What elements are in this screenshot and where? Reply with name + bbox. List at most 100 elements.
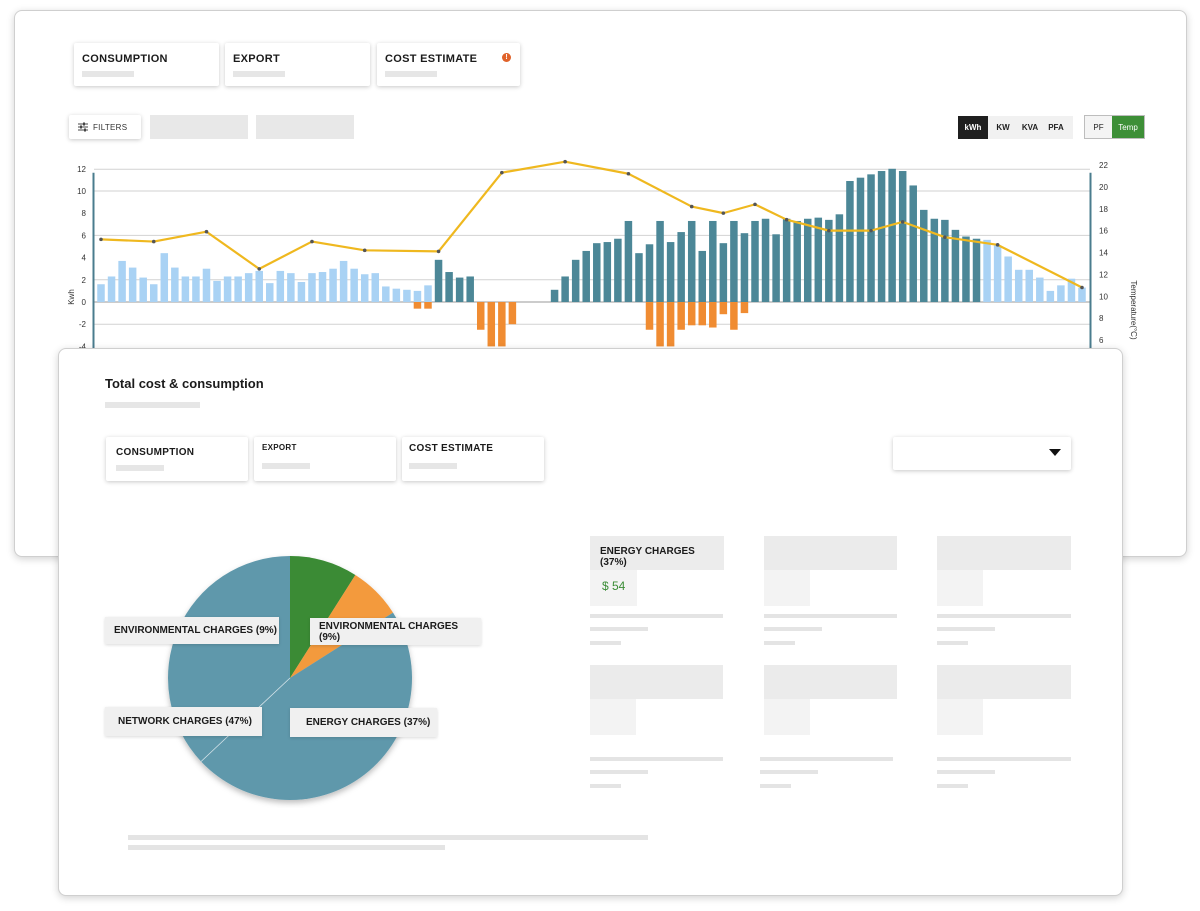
- consumption-bar: [561, 276, 569, 302]
- charge-card-placeholder: [764, 699, 810, 735]
- charge-card-placeholder: [937, 665, 1071, 699]
- consumption-bar: [687, 220, 696, 302]
- energy-charges-amount: $ 54: [602, 579, 626, 593]
- consumption-bar: [382, 286, 390, 302]
- export-bar: [687, 302, 696, 326]
- consumption-bar: [213, 280, 221, 302]
- temperature-point: [689, 204, 694, 209]
- consumption-bar: [392, 288, 401, 302]
- cost-estimate-card[interactable]: COST ESTIMATE !: [377, 43, 520, 86]
- export-bar: [677, 302, 685, 330]
- y-tick-label: 4: [82, 254, 87, 263]
- summary-consumption-card[interactable]: CONSUMPTION: [106, 437, 248, 481]
- consumption-bar: [993, 245, 1002, 302]
- consumption-bar: [434, 259, 443, 302]
- charge-card-placeholder: [937, 570, 983, 606]
- consumption-bar: [772, 234, 780, 302]
- skeleton-line: [937, 770, 995, 774]
- unit-kva-button[interactable]: KVA: [1021, 123, 1039, 132]
- skeleton-line: [764, 614, 897, 618]
- temperature-point: [563, 159, 567, 164]
- summary-consumption-label: CONSUMPTION: [116, 447, 195, 458]
- temperature-point: [151, 239, 156, 244]
- summary-export-card[interactable]: EXPORT: [254, 437, 396, 481]
- overlay-toggle-group: PF Temp: [1084, 115, 1145, 139]
- skeleton-line: [590, 757, 723, 761]
- export-bar: [476, 302, 485, 330]
- consumption-bar: [339, 260, 348, 302]
- charge-card-placeholder: [764, 536, 897, 570]
- pie-label-environmental-left: ENVIRONMENTAL CHARGES (9%): [105, 617, 279, 644]
- export-bar: [424, 302, 432, 309]
- skeleton-line: [409, 463, 457, 469]
- consumption-bar: [571, 259, 580, 302]
- skeleton-line: [937, 784, 968, 788]
- consumption-bar: [751, 220, 759, 302]
- consumption-bar: [97, 284, 105, 302]
- y2-tick-label: 8: [1099, 314, 1104, 323]
- filter-placeholder[interactable]: [150, 115, 248, 139]
- export-card[interactable]: EXPORT: [225, 43, 370, 86]
- y2-tick-label: 12: [1099, 270, 1108, 279]
- skeleton-line: [590, 627, 648, 631]
- skeleton-line: [233, 71, 285, 77]
- consumption-bar: [413, 290, 422, 302]
- overlay-pf-button[interactable]: PF: [1093, 122, 1104, 132]
- charge-card-placeholder: [764, 665, 897, 699]
- info-icon[interactable]: !: [502, 53, 511, 62]
- consumption-card[interactable]: CONSUMPTION: [74, 43, 219, 86]
- skeleton-line: [764, 641, 795, 645]
- consumption-bar: [941, 219, 949, 302]
- consumption-bar: [171, 267, 179, 302]
- period-dropdown[interactable]: [893, 437, 1071, 470]
- summary-cost-estimate-label: COST ESTIMATE: [409, 443, 494, 454]
- y-tick-label: -4: [79, 342, 87, 350]
- temperature-point: [99, 237, 103, 242]
- skeleton-line: [128, 845, 445, 850]
- consumption-bar: [803, 218, 812, 302]
- summary-cost-estimate-card[interactable]: COST ESTIMATE: [402, 437, 544, 481]
- consumption-bar: [793, 220, 801, 302]
- consumption-bar: [118, 260, 126, 302]
- unit-kw-button[interactable]: KW: [996, 123, 1010, 132]
- skeleton-line: [105, 402, 200, 408]
- temperature-point: [626, 171, 631, 176]
- consumption-bar: [920, 209, 928, 302]
- consumption-bar: [139, 277, 147, 302]
- consumption-card-label: CONSUMPTION: [82, 53, 168, 65]
- y-axis-label: Kwh: [67, 289, 76, 305]
- consumption-bar: [297, 282, 306, 302]
- consumption-bar: [223, 276, 232, 302]
- consumption-bar: [466, 276, 474, 302]
- filters-button[interactable]: FILTERS: [69, 115, 141, 139]
- y-tick-label: 2: [82, 276, 87, 285]
- filters-label: FILTERS: [93, 123, 128, 132]
- filter-placeholder[interactable]: [256, 115, 354, 139]
- consumption-bar: [234, 276, 242, 302]
- consumption-bar: [867, 174, 875, 302]
- consumption-bar: [825, 219, 833, 302]
- consumption-bar: [930, 218, 939, 302]
- pie-slice[interactable]: [290, 556, 356, 678]
- consumption-bar: [635, 253, 643, 302]
- overlay-temp-button[interactable]: Temp: [1112, 116, 1144, 138]
- consumption-bar: [424, 285, 432, 302]
- pie-label-network: NETWORK CHARGES (47%): [105, 707, 262, 736]
- pie-label-environmental-right: ENVIRONMENTAL CHARGES (9%): [310, 618, 481, 645]
- temperature-point: [362, 248, 367, 253]
- consumption-bar: [403, 289, 411, 302]
- unit-pfa-button[interactable]: PFA: [1048, 123, 1064, 132]
- pie-slice[interactable]: [201, 612, 412, 800]
- consumption-bar: [888, 168, 896, 302]
- charge-card-placeholder: [937, 699, 983, 735]
- consumption-bar: [192, 276, 200, 302]
- consumption-bar: [455, 277, 464, 302]
- unit-kwh-button[interactable]: kWh: [958, 116, 988, 139]
- export-bar: [413, 302, 422, 309]
- skeleton-line: [937, 614, 1071, 618]
- export-bar: [656, 302, 664, 347]
- consumption-bar: [666, 242, 675, 302]
- y-tick-label: -2: [79, 320, 87, 329]
- temperature-point: [827, 228, 831, 233]
